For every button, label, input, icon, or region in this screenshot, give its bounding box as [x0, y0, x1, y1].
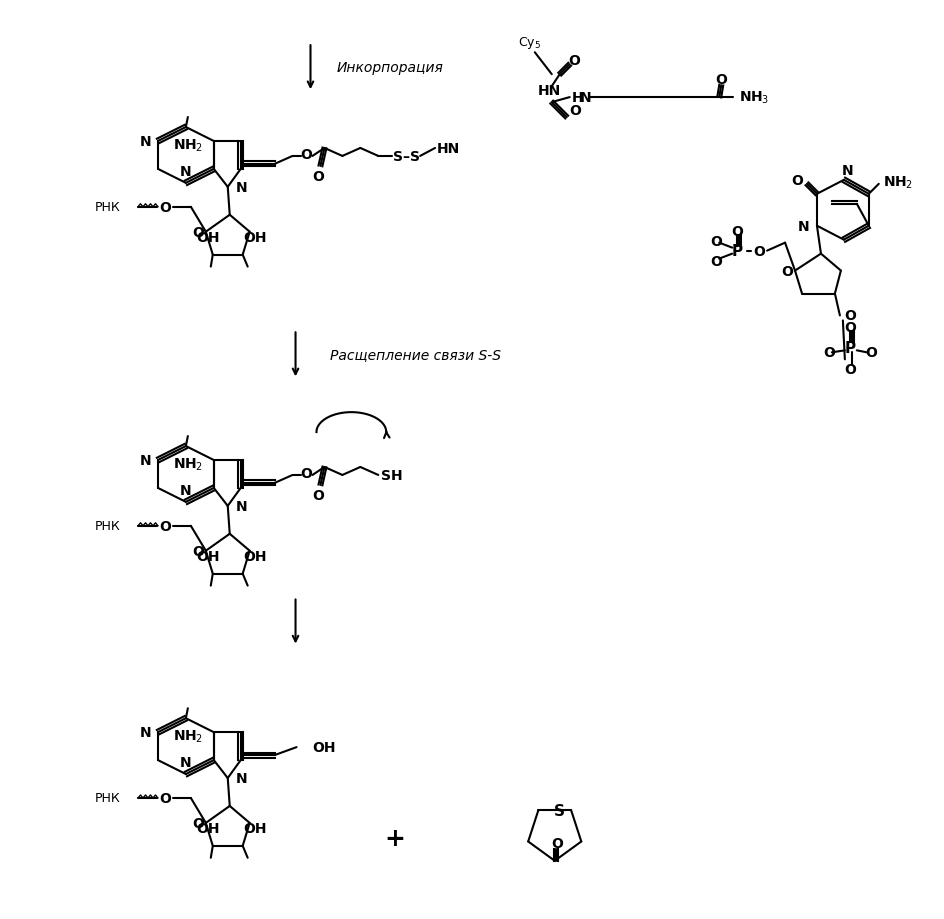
Text: O: O: [823, 346, 834, 360]
Text: O: O: [781, 265, 793, 278]
Text: NH$_2$: NH$_2$: [173, 457, 203, 472]
Text: NH$_2$: NH$_2$: [173, 728, 203, 744]
Text: O: O: [192, 816, 204, 830]
Text: S–S: S–S: [393, 150, 420, 164]
Text: O: O: [300, 467, 312, 481]
Text: N: N: [236, 771, 247, 785]
Text: Инкорпорация: Инкорпорация: [337, 62, 444, 75]
Text: O: O: [844, 309, 856, 323]
Text: N: N: [180, 755, 192, 769]
Text: SH: SH: [381, 469, 403, 482]
Text: N: N: [180, 483, 192, 497]
Text: O: O: [159, 791, 171, 805]
Text: O: O: [710, 234, 722, 248]
Text: O: O: [844, 363, 856, 377]
Text: HN: HN: [538, 84, 562, 98]
Text: S: S: [554, 803, 565, 818]
Text: OH: OH: [196, 550, 220, 563]
Text: N: N: [140, 725, 151, 740]
Text: O: O: [791, 174, 803, 187]
Text: O: O: [312, 170, 325, 184]
Text: OH: OH: [196, 821, 220, 835]
Text: O: O: [550, 836, 563, 850]
Text: N: N: [842, 164, 853, 177]
Text: O: O: [159, 519, 171, 533]
Text: N: N: [580, 91, 591, 105]
Text: N: N: [236, 499, 247, 514]
Text: NH$_2$: NH$_2$: [883, 175, 913, 191]
Text: OH: OH: [243, 550, 266, 563]
Text: O: O: [312, 488, 325, 503]
Text: NH$_3$: NH$_3$: [739, 90, 769, 107]
Text: O: O: [159, 200, 171, 214]
Text: O: O: [300, 148, 312, 162]
Text: O: O: [716, 74, 727, 87]
Text: РНК: РНК: [94, 791, 120, 805]
Text: O: O: [710, 255, 722, 268]
Text: N: N: [140, 453, 151, 468]
Text: OH: OH: [243, 821, 266, 835]
Text: O: O: [753, 244, 765, 258]
Text: P: P: [732, 244, 743, 259]
Text: H: H: [572, 91, 583, 105]
Text: OH: OH: [312, 741, 336, 754]
Text: +: +: [385, 826, 406, 850]
Text: OH: OH: [243, 231, 266, 244]
Text: O: O: [192, 544, 204, 558]
Text: NH$_2$: NH$_2$: [173, 138, 203, 154]
Text: OH: OH: [196, 231, 220, 244]
Text: O: O: [567, 54, 580, 68]
Text: O: O: [844, 321, 856, 335]
Text: O: O: [192, 225, 204, 240]
Text: Расщепление связи S-S: Расщепление связи S-S: [329, 348, 500, 362]
Text: O: O: [865, 346, 877, 360]
Text: N: N: [180, 165, 192, 178]
Text: HN: HN: [436, 142, 460, 156]
Text: N: N: [236, 181, 247, 195]
Text: N: N: [140, 135, 151, 149]
Text: РНК: РНК: [94, 201, 120, 214]
Text: P: P: [844, 340, 855, 356]
Text: N: N: [798, 220, 809, 233]
Text: O: O: [570, 104, 582, 118]
Text: Cy$_5$: Cy$_5$: [518, 35, 541, 51]
Text: O: O: [732, 224, 743, 238]
Text: РНК: РНК: [94, 520, 120, 533]
